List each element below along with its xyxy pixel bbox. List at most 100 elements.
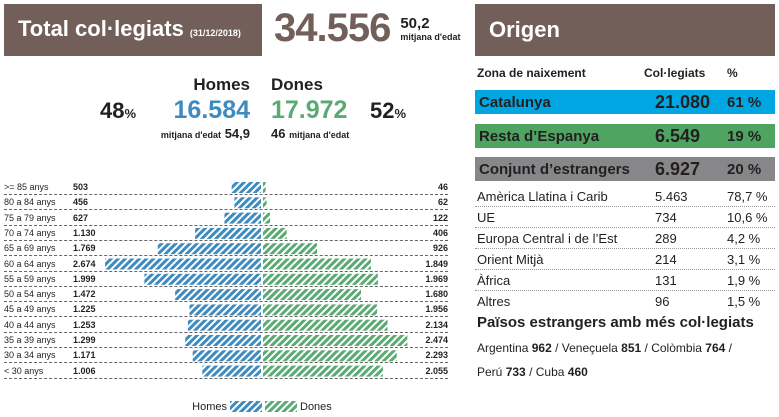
pyramid-row: 30 a 34 anys 1.171 2.293 <box>4 347 448 364</box>
men-value-label: 503 <box>73 182 89 192</box>
men-bar <box>234 197 261 209</box>
men-bar <box>144 273 261 285</box>
age-label: < 30 anys <box>4 365 44 376</box>
men-value-label: 2.674 <box>73 258 96 269</box>
foreign-pct: 10,6 % <box>727 210 768 225</box>
men-avg: mitjana d'edat 54,9 <box>161 126 250 141</box>
countries-line-1: Argentina 962 / Veneçuela 851 / Colòmbia… <box>477 341 732 355</box>
men-pct-value: 48 <box>100 98 125 123</box>
age-label: 75 a 79 anys <box>4 212 56 223</box>
countries-line-2: Perú 733 / Cuba 460 <box>477 365 588 379</box>
country-value: 733 <box>505 365 526 379</box>
men-bar <box>192 350 261 362</box>
pyramid-row: 60 a 64 anys 2.674 1.849 <box>4 256 448 272</box>
foreign-pct: 1,9 % <box>727 273 761 288</box>
women-value-label: 1.680 <box>425 289 448 300</box>
band-pct: 20 % <box>727 161 762 178</box>
origin-header: Origen <box>475 4 775 56</box>
origin-band-row: Resta d’Espanya 6.549 19 % <box>475 123 775 148</box>
country-name: Perú <box>477 365 503 379</box>
women-bar <box>263 335 408 346</box>
foreign-row: UE 734 10,6 % <box>475 207 775 228</box>
pyramid-row: 40 a 44 anys 1.253 2.134 <box>4 317 448 333</box>
age-label: 40 a 44 anys <box>4 319 56 330</box>
country-value: 851 <box>621 341 642 355</box>
age-label: 35 a 39 anys <box>4 335 56 345</box>
origin-band-row: Conjunt d’estrangers 6.927 20 % <box>475 157 775 181</box>
women-bar <box>263 212 271 224</box>
women-value-label: 2.293 <box>425 350 448 361</box>
foreign-pct: 78,7 % <box>727 189 768 204</box>
men-value-label: 1.171 <box>73 350 96 361</box>
foreign-pct: 1,5 % <box>727 294 761 309</box>
total-summary: 34.556 50,2 mitjana d'edat <box>274 6 461 51</box>
band-value: 6.549 <box>655 125 701 146</box>
pyramid-row: 70 a 74 anys 1.130 406 <box>4 225 448 241</box>
foreign-value: 96 <box>655 294 670 309</box>
age-label: 50 a 54 anys <box>4 289 56 300</box>
pct-sign: % <box>124 106 137 121</box>
women-pct-value: 52 <box>370 98 395 123</box>
women-pct: 52% <box>370 98 406 124</box>
foreign-value: 734 <box>655 210 677 225</box>
men-avg-label: mitjana d'edat <box>160 130 222 140</box>
band-label: Resta d’Espanya <box>479 127 600 145</box>
pyramid-row: 55 a 59 anys 1.999 1.969 <box>4 271 448 287</box>
pyramid-row: 50 a 54 anys 1.472 1.680 <box>4 286 448 303</box>
women-bar <box>263 273 378 285</box>
country-name: Colòmbia <box>651 341 702 355</box>
men-avg-value: 54,9 <box>224 126 250 141</box>
men-value-label: 1.130 <box>73 227 96 238</box>
men-value-label: 627 <box>73 212 89 223</box>
total-value: 34.556 <box>274 6 391 50</box>
women-bar <box>263 258 371 270</box>
total-date: (31/12/2018) <box>189 28 241 38</box>
foreign-label: Orient Mitjà <box>477 252 544 267</box>
men-pct: 48% <box>100 98 136 124</box>
total-header: Total col·legiats (31/12/2018) <box>4 4 262 56</box>
pyramid-row: 75 a 79 anys 627 122 <box>4 210 448 226</box>
age-label: 70 a 74 anys <box>4 227 56 238</box>
pyramid-row: 65 a 69 anys 1.769 926 <box>4 240 448 257</box>
men-value-label: 1.006 <box>73 365 96 376</box>
women-bar <box>263 182 266 193</box>
foreign-value: 131 <box>655 273 677 288</box>
women-value-label: 1.849 <box>425 258 448 269</box>
age-label: 45 a 49 anys <box>4 304 56 315</box>
total-avg-block: 50,2 mitjana d'edat <box>400 15 460 43</box>
foreign-value: 214 <box>655 252 677 267</box>
women-bar <box>263 243 318 255</box>
women-value-label: 2.474 <box>425 335 448 345</box>
foreign-label: Europa Central i de l’Est <box>477 231 618 246</box>
origin-band-row: Catalunya 21.080 61 % <box>475 90 775 114</box>
women-value-label: 926 <box>432 243 448 254</box>
women-bar <box>263 304 378 316</box>
legend-women-swatch <box>265 401 297 412</box>
origin-title: Origen <box>489 17 560 42</box>
men-value-label: 1.999 <box>73 273 96 284</box>
women-bar <box>263 227 287 239</box>
age-label: 60 a 64 anys <box>4 258 56 269</box>
men-bar <box>185 335 261 346</box>
pyramid-row: 45 a 49 anys 1.225 1.956 <box>4 301 448 318</box>
women-bar <box>263 289 362 301</box>
women-bar <box>263 319 388 331</box>
women-avg: 46 mitjana d'edat <box>271 126 349 141</box>
foreign-pct: 4,2 % <box>727 231 761 246</box>
countries-title: Països estrangers amb més col·legiats <box>477 314 754 331</box>
women-total: 17.972 <box>271 96 348 124</box>
foreign-row: Altres 96 1,5 % <box>475 291 775 311</box>
total-title: Total col·legiats <box>18 16 184 41</box>
pyramid-row: 80 a 84 anys 456 62 <box>4 194 448 211</box>
legend-men-swatch <box>230 401 262 412</box>
women-avg-label: mitjana d'edat <box>289 130 350 140</box>
women-bar <box>263 197 267 209</box>
pyramid-row: >= 85 anys 503 46 <box>4 179 448 195</box>
foreign-label: Altres <box>477 294 511 309</box>
pyramid-row: < 30 anys 1.006 2.055 <box>4 363 448 379</box>
legend-men-label: Homes <box>192 401 227 413</box>
total-title-row: Total col·legiats (31/12/2018) <box>18 16 241 42</box>
women-value-label: 46 <box>437 182 448 192</box>
men-bar <box>202 365 261 377</box>
men-bar <box>157 243 261 255</box>
